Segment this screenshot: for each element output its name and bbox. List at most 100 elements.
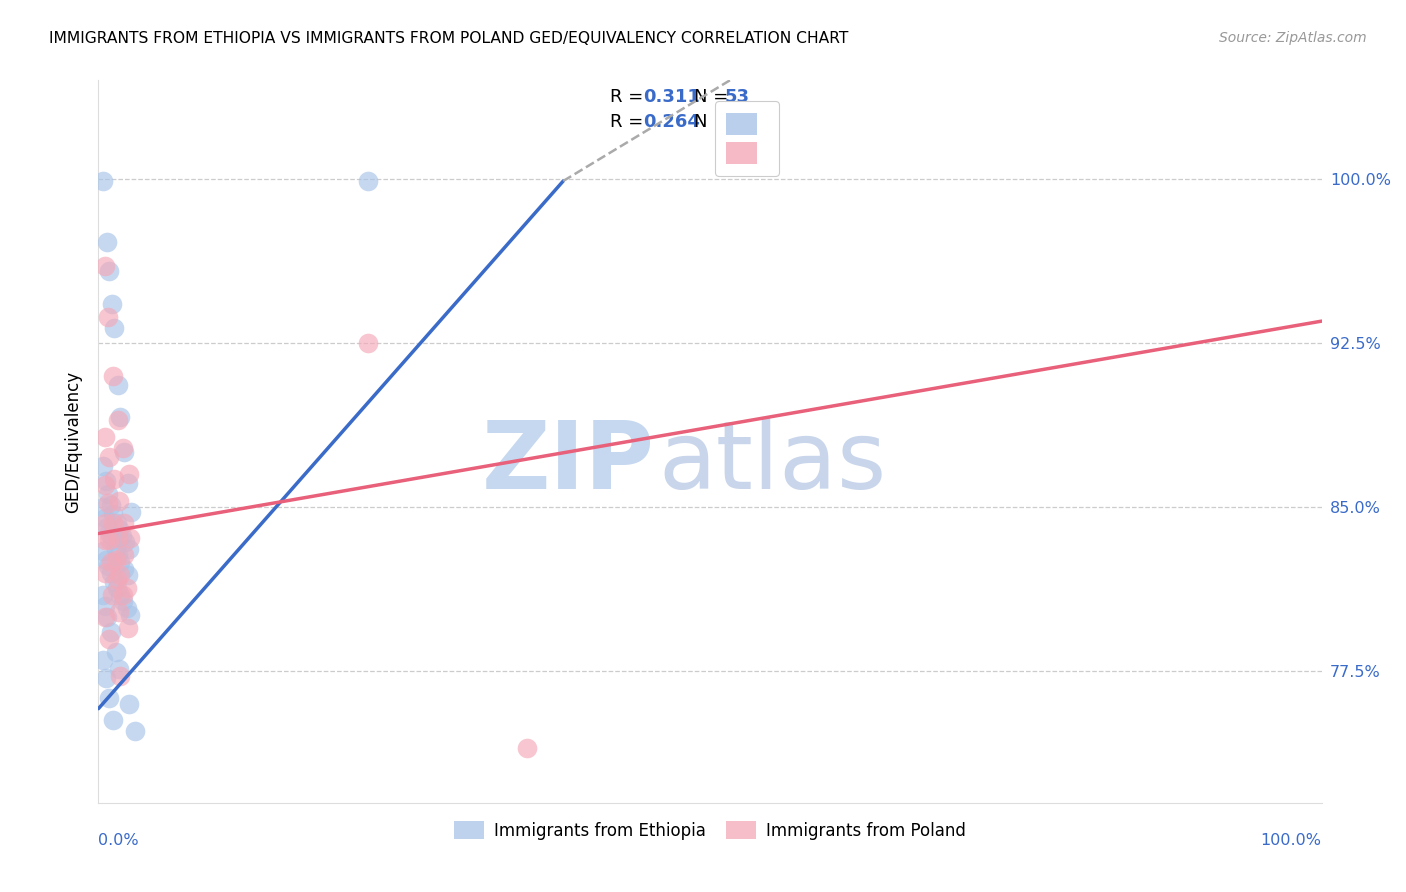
Point bbox=[100, 566, 122, 580]
Text: Source: ZipAtlas.com: Source: ZipAtlas.com bbox=[1219, 31, 1367, 45]
Point bbox=[98, 526, 121, 541]
Point bbox=[111, 529, 134, 543]
Point bbox=[93, 511, 115, 525]
Text: 100.0%: 100.0% bbox=[1261, 833, 1322, 848]
Point bbox=[97, 487, 120, 501]
Point bbox=[91, 458, 114, 473]
Point bbox=[93, 533, 115, 547]
Point bbox=[108, 522, 131, 536]
Point bbox=[91, 174, 114, 188]
Point bbox=[93, 260, 115, 274]
Point bbox=[101, 368, 124, 383]
Legend: Immigrants from Ethiopia, Immigrants from Poland: Immigrants from Ethiopia, Immigrants fro… bbox=[447, 814, 973, 847]
Point bbox=[101, 516, 124, 530]
Point bbox=[107, 412, 129, 426]
Text: 0.311: 0.311 bbox=[643, 88, 700, 106]
Point bbox=[97, 496, 120, 510]
Text: atlas: atlas bbox=[658, 417, 887, 509]
Point bbox=[100, 625, 122, 640]
Point bbox=[103, 574, 125, 589]
Point bbox=[110, 669, 132, 683]
Text: ZIP: ZIP bbox=[482, 417, 655, 509]
Point bbox=[105, 516, 128, 530]
Point bbox=[96, 235, 118, 250]
Point bbox=[118, 467, 141, 482]
Point bbox=[101, 713, 124, 727]
Point bbox=[98, 450, 121, 464]
Point bbox=[114, 535, 136, 549]
Point bbox=[118, 698, 141, 712]
Point bbox=[124, 723, 146, 738]
Text: R =: R = bbox=[610, 88, 648, 106]
Point bbox=[107, 377, 129, 392]
Point bbox=[104, 541, 127, 556]
Point bbox=[112, 445, 135, 459]
Point bbox=[98, 533, 121, 547]
Point bbox=[117, 621, 139, 635]
Point bbox=[103, 472, 125, 486]
Point bbox=[91, 653, 114, 667]
Point bbox=[356, 174, 378, 188]
Point bbox=[94, 553, 117, 567]
Point bbox=[120, 531, 142, 545]
Point bbox=[110, 410, 132, 425]
Point bbox=[356, 336, 378, 351]
Point bbox=[118, 541, 141, 556]
Point bbox=[112, 516, 135, 530]
Point bbox=[94, 474, 117, 488]
Point bbox=[101, 507, 124, 521]
Point bbox=[93, 599, 115, 613]
Point bbox=[107, 549, 129, 563]
Point bbox=[101, 296, 124, 310]
Point bbox=[97, 310, 120, 324]
Point bbox=[98, 632, 121, 646]
Text: IMMIGRANTS FROM ETHIOPIA VS IMMIGRANTS FROM POLAND GED/EQUIVALENCY CORRELATION C: IMMIGRANTS FROM ETHIOPIA VS IMMIGRANTS F… bbox=[49, 31, 849, 46]
Point bbox=[111, 441, 134, 455]
Point bbox=[105, 581, 128, 595]
Point bbox=[117, 568, 139, 582]
Point bbox=[115, 581, 138, 595]
Point bbox=[117, 476, 139, 491]
Point bbox=[96, 520, 118, 534]
Point bbox=[103, 320, 125, 334]
Point bbox=[105, 573, 128, 587]
Point bbox=[97, 559, 120, 574]
Point bbox=[100, 555, 122, 569]
Point bbox=[111, 594, 134, 608]
Text: 53: 53 bbox=[724, 88, 749, 106]
Text: 0.0%: 0.0% bbox=[98, 833, 139, 848]
Point bbox=[98, 690, 121, 705]
Point bbox=[93, 478, 115, 492]
Point bbox=[111, 588, 134, 602]
Point bbox=[100, 498, 122, 512]
Point bbox=[101, 533, 124, 547]
Point bbox=[110, 555, 132, 569]
Point bbox=[104, 645, 127, 659]
Text: N =: N = bbox=[695, 88, 734, 106]
Point bbox=[120, 505, 142, 519]
Point bbox=[108, 605, 131, 619]
Text: R =: R = bbox=[610, 113, 648, 131]
Point bbox=[93, 516, 115, 530]
Point bbox=[93, 430, 115, 444]
Point bbox=[110, 588, 132, 602]
Point bbox=[515, 741, 537, 756]
Point bbox=[91, 588, 114, 602]
Point bbox=[107, 531, 129, 545]
Text: N =: N = bbox=[695, 113, 734, 131]
Point bbox=[110, 568, 132, 582]
Y-axis label: GED/Equivalency: GED/Equivalency bbox=[63, 370, 82, 513]
Point bbox=[112, 549, 135, 563]
Text: 0.264: 0.264 bbox=[643, 113, 700, 131]
Point bbox=[93, 566, 115, 580]
Point bbox=[101, 588, 124, 602]
Point bbox=[98, 264, 121, 278]
Point bbox=[112, 561, 135, 575]
Text: 35: 35 bbox=[724, 113, 749, 131]
Point bbox=[91, 500, 114, 515]
Point bbox=[94, 671, 117, 685]
Point bbox=[93, 609, 115, 624]
Point bbox=[104, 553, 127, 567]
Point bbox=[115, 601, 138, 615]
Point bbox=[108, 493, 131, 508]
